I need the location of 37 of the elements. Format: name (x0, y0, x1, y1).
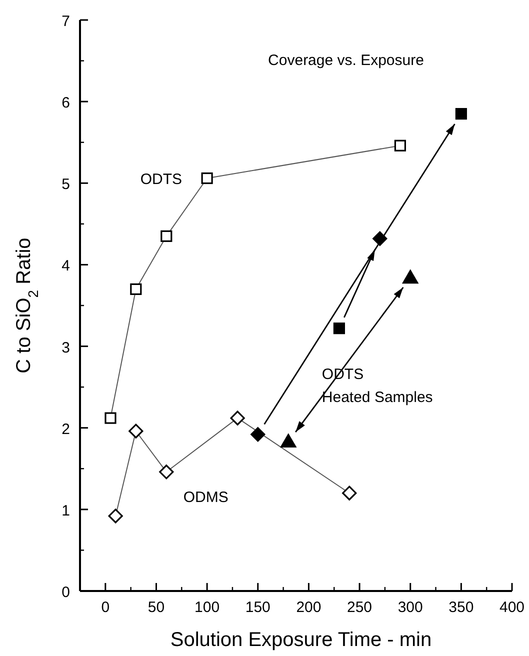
point (280, 434, 296, 448)
point (160, 230, 172, 242)
point (394, 140, 406, 152)
point (159, 464, 174, 480)
point (333, 322, 345, 334)
x-tick-label: 400 (499, 599, 525, 616)
y-tick-label: 5 (62, 176, 70, 194)
x-tick-label: 150 (245, 599, 270, 616)
series-label: ODMS (183, 488, 228, 506)
y-tick-label: 2 (62, 420, 70, 438)
x-tick-label: 100 (194, 599, 220, 616)
x-tick-label: 350 (448, 599, 474, 616)
x-tick-label: 0 (101, 599, 110, 616)
point (455, 108, 467, 120)
x-tick-label: 300 (398, 599, 423, 616)
point (130, 283, 142, 295)
point (104, 412, 116, 424)
x-tick-label: 50 (148, 599, 165, 616)
point (342, 486, 357, 500)
y-tick-label: 7 (62, 13, 70, 30)
point (230, 410, 245, 426)
point (402, 270, 418, 284)
y-tick-label: 1 (62, 502, 70, 520)
y-tick-label: 4 (62, 258, 70, 275)
annotation: Coverage vs. Exposure (268, 52, 424, 69)
point (201, 172, 213, 184)
x-tick-label: 200 (296, 599, 322, 616)
x-axis-title: Solution Exposure Time - min (170, 629, 432, 651)
point (108, 508, 123, 524)
series-label: ODTS (140, 171, 182, 188)
y-tick-label: 0 (62, 584, 70, 601)
point (250, 427, 266, 442)
point (128, 424, 144, 438)
y-tick-label: 6 (62, 94, 70, 112)
point (372, 231, 388, 246)
x-tick-label: 250 (347, 599, 372, 616)
y-tick-label: 3 (62, 339, 70, 356)
